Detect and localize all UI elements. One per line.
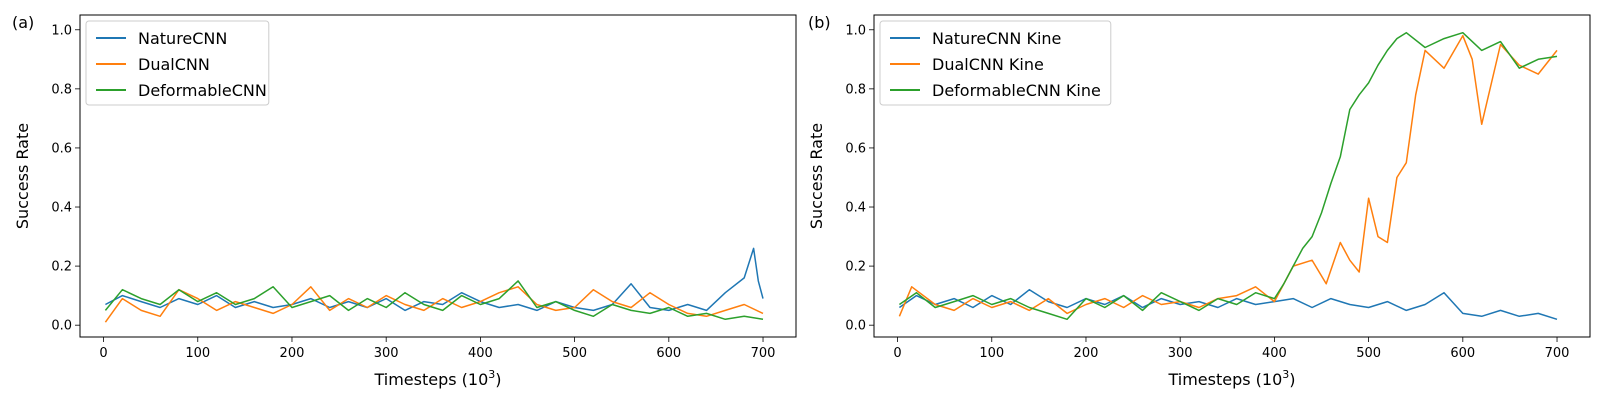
x-axis-title: Timesteps (103) [373,368,501,389]
x-axis-title-main: Timesteps (10 [373,370,488,389]
x-tick-label: 700 [751,346,776,361]
legend-label-1: NatureCNN [138,29,227,48]
x-tick-label: 100 [979,346,1004,361]
y-tick-label: 1.0 [845,23,866,38]
legend-label-3: DeformableCNN Kine [932,81,1101,100]
x-tick-label: 200 [1074,346,1099,361]
y-tick-label: 0.2 [51,260,72,275]
x-tick-label: 400 [1262,346,1287,361]
x-axis-title-main: Timesteps (10 [1167,370,1282,389]
x-axis-title-exponent: 3 [1282,368,1289,381]
x-tick-label: 300 [374,346,399,361]
legend: NatureCNN Kine DualCNN Kine DeformableCNN … [879,20,1112,106]
legend-label-2: DualCNN Kine [932,55,1044,74]
x-tick-label: 600 [656,346,681,361]
x-axis-title: Timesteps (103) [1167,368,1295,389]
chart-panel-1: (a) 0 100 200 300 400 500 600 700 0.0 0.2 0.4 0.6 0.8… [12,13,797,389]
legend: NatureCNN DualCNN DeformableCNN [85,20,270,106]
y-tick-label: 0.8 [845,82,866,97]
legend-label-2: DualCNN [138,55,210,74]
y-tick-label: 0.6 [845,141,866,156]
y-tick-label: 0.0 [51,319,72,334]
series-line-2 [104,286,764,323]
x-tick-label: 400 [468,346,493,361]
series-line-1 [898,288,1558,321]
legend-box [85,20,270,106]
y-tick-label: 1.0 [51,23,72,38]
x-tick-label: 0 [99,346,107,361]
y-tick-label: 0.0 [845,319,866,334]
y-tick-label: 0.6 [51,141,72,156]
x-tick-label: 100 [185,346,210,361]
x-axis-title-close: ) [1289,370,1295,389]
series-line-3 [104,280,764,321]
legend-label-3: DeformableCNN [138,81,267,100]
panel-label: (a) [12,13,34,32]
panel-label: (b) [808,13,831,32]
x-tick-label: 500 [1356,346,1381,361]
legend-box [879,20,1112,106]
x-axis-title-close: ) [495,370,501,389]
plot-frame [79,14,797,338]
chart-panel-2: (b) 0 100 200 300 400 500 600 700 0.0 0.2 0.4 0.6 0.8… [807,13,1591,389]
x-axis-title-exponent: 3 [488,368,495,381]
y-tick-label: 0.2 [845,260,866,275]
x-tick-label: 500 [562,346,587,361]
y-tick-label: 0.8 [51,82,72,97]
plot-frame [873,14,1591,338]
x-tick-label: 600 [1450,346,1475,361]
x-tick-label: 0 [893,346,901,361]
legend-label-1: NatureCNN Kine [932,29,1061,48]
y-tick-label: 0.4 [845,201,866,216]
y-axis-title: Success Rate [13,123,32,229]
x-tick-label: 300 [1168,346,1193,361]
x-tick-label: 200 [280,346,305,361]
series-line-1 [105,247,764,312]
y-tick-label: 0.4 [51,201,72,216]
y-axis-title: Success Rate [807,123,826,229]
series-line-3 [898,31,1558,321]
x-tick-label: 700 [1545,346,1570,361]
